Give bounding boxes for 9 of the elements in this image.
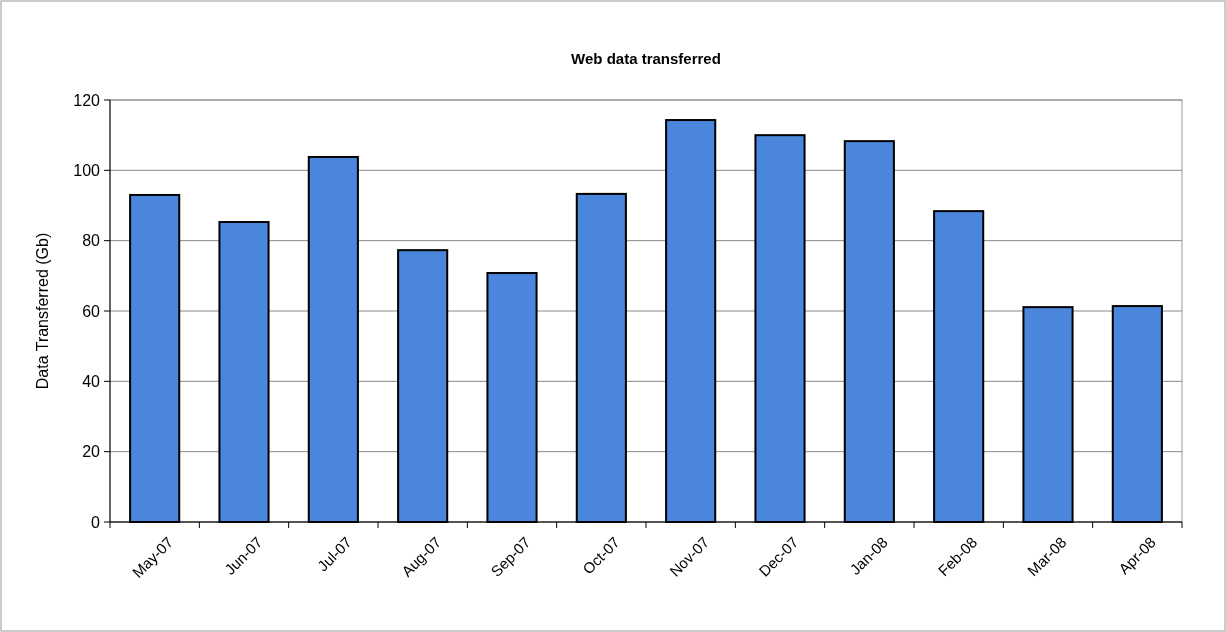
y-tick-label: 80 [82, 232, 101, 250]
y-tick-label: 0 [91, 513, 101, 531]
y-tick-label: 60 [82, 302, 101, 320]
y-axis-title: Data Transferred (Gb) [34, 232, 51, 390]
chart-title: Web data transferred [571, 50, 721, 67]
y-tick-label: 120 [73, 91, 101, 109]
y-tick-label: 20 [82, 443, 101, 461]
y-tick-label: 40 [82, 372, 101, 390]
y-tick-label: 100 [73, 161, 101, 179]
